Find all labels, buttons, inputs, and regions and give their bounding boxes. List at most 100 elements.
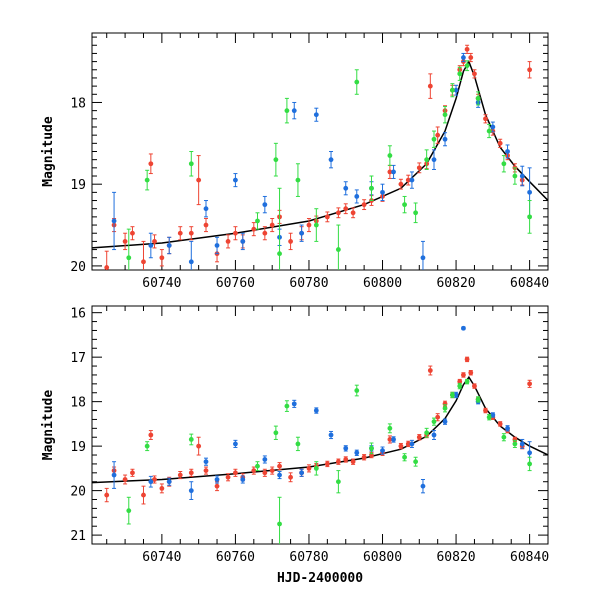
data-point xyxy=(214,243,220,248)
data-point xyxy=(284,403,290,409)
data-point xyxy=(435,414,441,420)
data-point xyxy=(391,169,396,175)
data-point xyxy=(350,459,356,465)
data-point xyxy=(233,177,238,183)
data-point xyxy=(203,222,209,228)
data-point xyxy=(413,210,419,216)
y-tick-label: 20 xyxy=(70,260,86,275)
data-point xyxy=(269,222,275,228)
data-point xyxy=(288,238,293,244)
data-point xyxy=(141,259,146,265)
data-point xyxy=(313,112,319,118)
data-point xyxy=(233,230,238,236)
data-point xyxy=(387,437,393,442)
data-point xyxy=(527,67,533,73)
data-point xyxy=(262,202,268,208)
data-point xyxy=(387,425,393,431)
data-point xyxy=(111,218,117,224)
data-point xyxy=(225,238,231,244)
plot-frame xyxy=(91,305,549,545)
data-point xyxy=(188,470,194,476)
data-point xyxy=(148,243,154,248)
data-point xyxy=(166,243,172,248)
data-point xyxy=(486,414,492,420)
series-green xyxy=(126,60,533,270)
data-point xyxy=(442,419,448,425)
data-point xyxy=(291,401,297,407)
data-point xyxy=(255,463,260,469)
data-point xyxy=(435,132,441,138)
data-point xyxy=(152,238,157,244)
data-point xyxy=(501,434,507,440)
data-point xyxy=(519,173,525,179)
data-point xyxy=(225,474,231,480)
data-point xyxy=(295,177,301,183)
series-red xyxy=(104,44,533,270)
data-point xyxy=(324,461,330,467)
data-point xyxy=(391,437,396,442)
data-point xyxy=(497,140,503,146)
data-point xyxy=(177,472,183,478)
data-point xyxy=(214,483,220,489)
data-point xyxy=(409,441,415,447)
data-point xyxy=(262,470,268,476)
data-point xyxy=(328,432,334,438)
series-green xyxy=(126,378,533,544)
data-point xyxy=(126,508,132,514)
data-point xyxy=(369,185,374,191)
data-point xyxy=(405,441,411,447)
data-point xyxy=(527,461,533,467)
data-point xyxy=(288,474,293,480)
data-point xyxy=(483,116,488,122)
data-point xyxy=(148,432,154,438)
data-point xyxy=(343,206,349,212)
y-tick-label: 18 xyxy=(70,96,86,111)
data-point xyxy=(416,165,422,171)
data-point xyxy=(130,470,135,476)
data-point xyxy=(453,87,459,93)
data-point xyxy=(490,412,496,418)
x-tick-label: 60820 xyxy=(436,276,475,291)
data-point xyxy=(177,230,183,236)
data-point xyxy=(431,157,437,163)
data-point xyxy=(461,372,466,378)
data-point xyxy=(475,95,481,101)
data-point xyxy=(387,153,393,158)
series-blue xyxy=(111,52,533,270)
data-point xyxy=(427,368,433,373)
data-point xyxy=(277,251,282,257)
y-tick-label: 20 xyxy=(70,485,86,500)
data-point xyxy=(122,477,128,482)
data-point xyxy=(361,202,367,208)
x-tick-label: 60820 xyxy=(436,550,475,565)
data-point xyxy=(203,206,209,212)
data-point xyxy=(416,434,422,440)
data-point xyxy=(402,454,407,460)
x-tick-label: 60740 xyxy=(142,276,181,291)
data-point xyxy=(148,479,154,485)
data-point xyxy=(398,181,404,187)
data-point xyxy=(398,443,404,449)
x-tick-label: 60800 xyxy=(363,550,402,565)
data-point xyxy=(284,108,290,114)
data-point xyxy=(335,479,341,485)
data-point xyxy=(420,483,426,489)
data-point xyxy=(166,479,172,485)
data-point xyxy=(196,177,202,183)
data-point xyxy=(295,441,301,447)
data-point xyxy=(240,477,246,482)
y-axis-label: Magnitude xyxy=(41,116,56,187)
data-point xyxy=(240,238,246,244)
data-point xyxy=(527,189,533,195)
model-curve xyxy=(92,59,548,249)
data-point xyxy=(324,214,330,220)
data-point xyxy=(453,392,459,398)
data-point xyxy=(424,157,430,163)
data-point xyxy=(361,454,367,460)
data-point xyxy=(369,445,374,451)
data-point xyxy=(104,492,110,498)
data-point xyxy=(277,463,282,469)
y-tick-label: 19 xyxy=(70,178,86,193)
y-tick-label: 21 xyxy=(70,529,86,544)
data-point xyxy=(122,238,128,244)
